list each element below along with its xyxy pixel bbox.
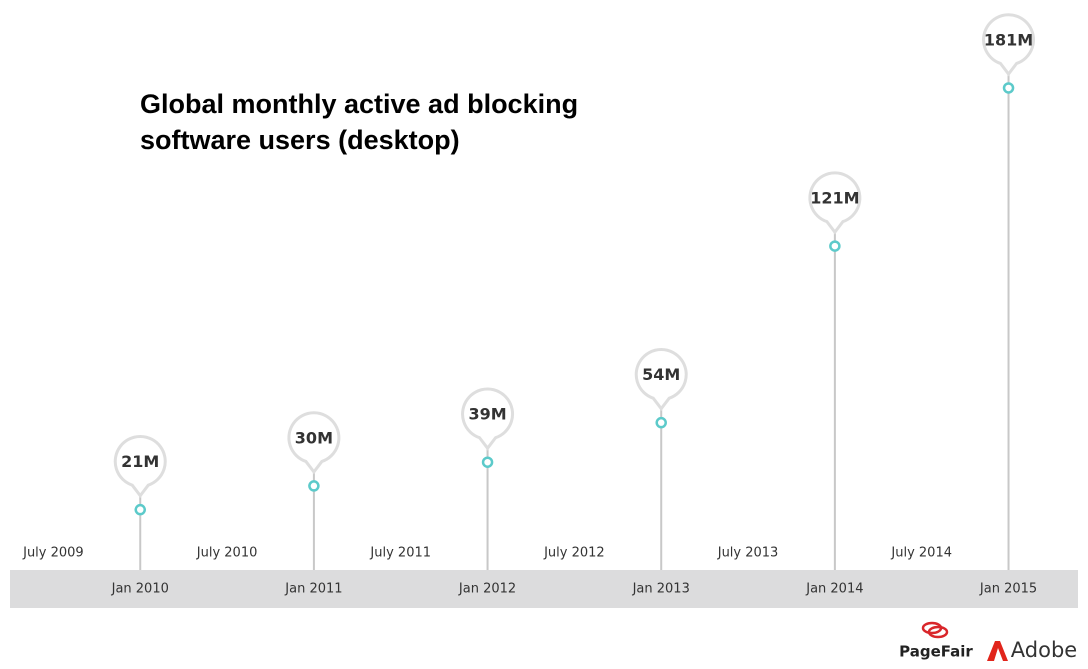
- x-tick-label: July 2009: [22, 546, 84, 561]
- logo-pagefair: PageFair: [899, 643, 973, 661]
- annotation-point: [308, 480, 320, 492]
- annotation-point: [1002, 82, 1015, 94]
- x-tick-label: Jan 2015: [979, 582, 1037, 597]
- x-tick-label: Jan 2010: [111, 582, 169, 597]
- x-tick-label: July 2013: [717, 546, 779, 561]
- annotation-point: [134, 503, 146, 516]
- x-tick-label: Jan 2014: [805, 582, 863, 597]
- annotation-point: [829, 240, 841, 252]
- callout-label: 39M: [468, 405, 506, 424]
- callout-bubble: [634, 348, 688, 412]
- callout-label: 181M: [984, 30, 1033, 49]
- axis-band: [10, 570, 1078, 608]
- callout-bubble: [461, 387, 514, 451]
- callout-bubble: [808, 171, 862, 235]
- chart-title: Global monthly active ad blocking softwa…: [140, 89, 579, 155]
- callout-label: 54M: [642, 365, 680, 384]
- adobe-icon: [987, 641, 1008, 661]
- callout-label: 30M: [295, 428, 333, 447]
- x-tick-label: July 2010: [196, 546, 258, 561]
- x-tick-label: July 2012: [543, 546, 605, 561]
- x-tick-label: Jan 2013: [632, 582, 690, 597]
- callout-bubble: [113, 434, 167, 499]
- x-tick-label: Jan 2012: [458, 582, 516, 597]
- callout-bubble: [982, 13, 1035, 77]
- x-tick-label: July 2014: [890, 546, 952, 561]
- logo-adobe: Adobe: [1011, 638, 1077, 662]
- callout-label: 21M: [121, 452, 159, 471]
- callout-label: 121M: [810, 189, 859, 208]
- pagefair-icon: [921, 621, 949, 639]
- callout-bubble: [287, 411, 341, 475]
- x-tick-label: Jan 2011: [284, 582, 342, 597]
- annotation-point: [655, 416, 667, 429]
- annotation-point: [481, 456, 494, 468]
- x-tick-label: July 2011: [369, 546, 431, 561]
